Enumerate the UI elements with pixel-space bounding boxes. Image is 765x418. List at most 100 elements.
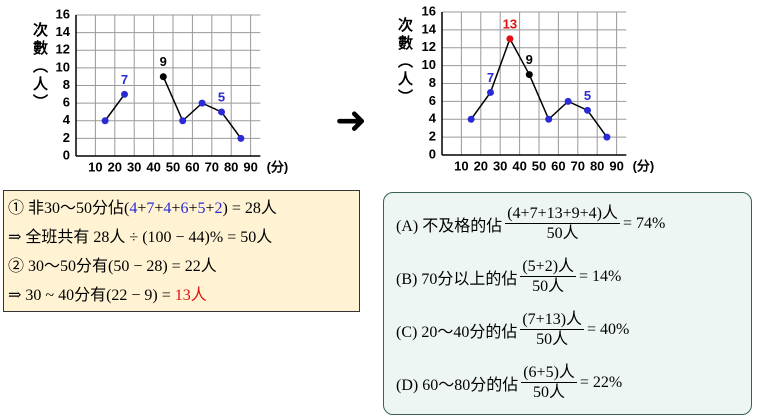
- x-tick-label: 10: [454, 158, 468, 173]
- text-segment: +: [137, 200, 147, 217]
- answer-result: = 40%: [587, 320, 630, 338]
- data-point: [198, 99, 206, 107]
- x-tick-label: 80: [590, 158, 604, 173]
- data-point: [487, 88, 494, 96]
- x-tick-label: 90: [243, 159, 257, 174]
- y-tick-label: 14: [56, 24, 71, 39]
- denominator: 50人: [536, 331, 569, 348]
- x-tick-label: 20: [474, 158, 488, 173]
- y-tick-label: 16: [56, 6, 70, 21]
- y-axis-label: 次數（人）: [31, 22, 49, 112]
- data-label: 13: [503, 16, 517, 31]
- arrow: ➜: [335, 98, 367, 142]
- y-tick-label: 2: [63, 130, 70, 145]
- fraction: (7+13)人 50人: [520, 310, 585, 349]
- x-tick-label: 50: [166, 159, 180, 174]
- x-axis-unit: (分): [633, 158, 655, 173]
- text-segment: 6: [180, 200, 189, 217]
- y-tick-label: 0: [429, 146, 436, 161]
- text-segment: 13人: [174, 287, 207, 304]
- data-point: [545, 115, 553, 123]
- y-tick-label: 6: [63, 95, 70, 110]
- y-tick-label: 10: [422, 57, 436, 72]
- solution-line: ⇒ 30 ~ 40分有(22 − 9) = 13人: [8, 281, 355, 310]
- text-segment: 2: [214, 200, 223, 217]
- data-point: [237, 134, 245, 142]
- fraction: (6+5)人 50人: [521, 363, 577, 402]
- answer-label: (A) 不及格的佔: [396, 217, 503, 235]
- y-axis-label: 次數（人）: [396, 17, 414, 107]
- data-point: [218, 108, 225, 116]
- numerator: (6+5)人: [521, 364, 577, 383]
- x-tick-label: 30: [493, 158, 507, 173]
- text-segment: +: [205, 200, 215, 217]
- denominator: 50人: [546, 225, 579, 242]
- numerator: (4+7+13+9+4)人: [505, 205, 620, 224]
- chart: 0 2 4 6 8 10 12 14 16 10 20 30 40 50 60 70 80 90 (分) 7 9 5: [56, 6, 289, 174]
- answer-label: (D) 60～80分的佔: [396, 376, 519, 394]
- solution-box: ① 非30～50分佔(4+7+4+6+5+2) = 28人 ⇒ 全班共有 28人 …: [3, 190, 360, 312]
- x-tick-label: 60: [185, 159, 199, 174]
- solution-line: ⇒ 全班共有 28人 ÷ (100 − 44)% = 50人: [8, 223, 355, 252]
- y-tick-label: 12: [422, 39, 436, 54]
- answer-result: = 14%: [579, 267, 622, 285]
- x-tick-label: 60: [551, 158, 565, 173]
- y-tick-label: 12: [56, 42, 70, 57]
- answer-result: = 74%: [622, 214, 666, 232]
- answer-box: (A) 不及格的佔 (4+7+13+9+4)人 50人 = 74% (B) 70分以上的…: [383, 192, 752, 415]
- y-tick-label: 8: [63, 77, 70, 92]
- answer-item: (D) 60～80分的佔 (6+5)人 50人 = 22%: [396, 356, 739, 409]
- data-label: 9: [160, 54, 167, 69]
- text-segment: +: [171, 200, 181, 217]
- data-point: [101, 117, 109, 125]
- text-segment: ② 30～50分有(50 − 28) = 22人: [8, 258, 217, 275]
- answer-label: (B) 70分以上的佔: [396, 270, 518, 288]
- denominator: 50人: [533, 384, 566, 401]
- y-tick-label: 4: [63, 112, 71, 127]
- text-segment: 4: [163, 200, 172, 217]
- x-tick-label: 20: [108, 159, 122, 174]
- x-tick-label: 40: [146, 159, 160, 174]
- data-point: [159, 73, 167, 81]
- data-point: [603, 133, 611, 141]
- x-tick-label: 70: [571, 158, 585, 173]
- numerator: (5+2)人: [520, 258, 577, 277]
- data-label: 7: [121, 72, 128, 87]
- y-tick-label: 16: [422, 3, 436, 18]
- text-segment: 7: [146, 200, 155, 217]
- data-point: [525, 71, 533, 79]
- fraction: (5+2)人 50人: [520, 257, 577, 296]
- data-point: [121, 90, 128, 98]
- text-segment: ① 非30～50分佔(: [8, 200, 130, 217]
- text-segment: +: [154, 200, 164, 217]
- answer-item: (A) 不及格的佔 (4+7+13+9+4)人 50人 = 74%: [396, 197, 739, 250]
- text-segment: 5: [197, 200, 206, 217]
- x-tick-label: 10: [88, 159, 102, 174]
- answer-item: (B) 70分以上的佔 (5+2)人 50人 = 14%: [396, 250, 739, 303]
- answer-item: (C) 20～40分的佔 (7+13)人 50人 = 40%: [396, 303, 739, 356]
- x-tick-label: 30: [127, 159, 141, 174]
- numerator: (7+13)人: [520, 311, 585, 330]
- data-label: 5: [584, 88, 591, 103]
- chart: 0 2 4 6 8 10 12 14 16 10 20 30 40 50 60 70 80 90 (分) 7 13 9 5: [422, 3, 655, 173]
- denominator: 50人: [532, 278, 565, 295]
- data-point: [584, 106, 591, 114]
- x-tick-label: 40: [512, 158, 526, 173]
- y-tick-label: 6: [429, 93, 436, 108]
- y-tick-label: 10: [56, 59, 70, 74]
- y-tick-label: 0: [63, 147, 70, 162]
- solution-line: ① 非30～50分佔(4+7+4+6+5+2) = 28人: [8, 194, 355, 223]
- data-point: [506, 35, 514, 43]
- text-segment: ⇒ 30 ~ 40分有(22 − 9) =: [8, 287, 175, 304]
- text-segment: ) = 28人: [222, 200, 277, 217]
- data-point: [564, 97, 572, 105]
- x-axis-unit: (分): [267, 159, 289, 174]
- y-tick-label: 4: [429, 111, 437, 126]
- text-segment: +: [188, 200, 198, 217]
- data-point: [467, 115, 475, 123]
- x-tick-label: 90: [609, 158, 623, 173]
- x-tick-label: 70: [205, 159, 219, 174]
- y-tick-label: 14: [422, 21, 437, 36]
- answer-result: = 22%: [579, 373, 623, 391]
